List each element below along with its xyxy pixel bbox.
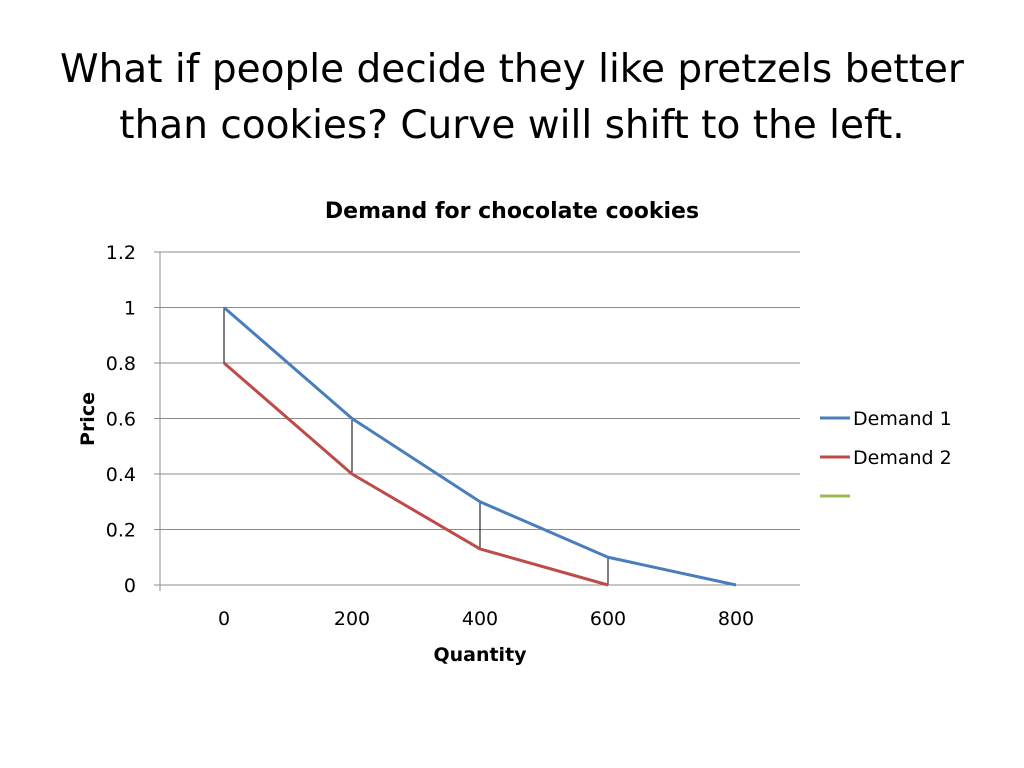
x-tick-labels: 0 200 400 600 800 xyxy=(218,608,754,630)
y-tick-label: 0 xyxy=(124,575,136,597)
y-tick-label: 1 xyxy=(124,298,136,320)
slide-title-line-2: than cookies? Curve will shift to the le… xyxy=(119,103,905,148)
x-axis-title: Quantity xyxy=(433,644,527,666)
x-tick-label: 0 xyxy=(218,608,230,630)
series-lines xyxy=(223,306,737,587)
legend: Demand 1 Demand 2 xyxy=(820,408,952,498)
x-tick-label: 400 xyxy=(462,608,498,630)
legend-label: Demand 2 xyxy=(853,447,952,469)
series-line-1 xyxy=(223,306,737,587)
legend-label: Demand 1 xyxy=(853,408,952,430)
y-tick-label: 0.6 xyxy=(106,409,136,431)
slide-title: What if people decide they like pretzels… xyxy=(40,42,984,154)
x-tick-label: 800 xyxy=(718,608,754,630)
series-line-2 xyxy=(223,361,609,587)
x-tick-label: 600 xyxy=(590,608,626,630)
shift-connector-lines xyxy=(223,307,609,585)
y-tick-label: 1.2 xyxy=(106,242,136,264)
y-axis-title: Price xyxy=(77,392,99,446)
chart-title: Demand for chocolate cookies xyxy=(325,199,699,224)
y-tick-label: 0.4 xyxy=(106,464,136,486)
y-tick-labels: 0 0.2 0.4 0.6 0.8 1 1.2 xyxy=(106,242,136,597)
y-tick-label: 0.8 xyxy=(106,353,136,375)
gridlines xyxy=(154,251,800,586)
y-tick-label: 0.2 xyxy=(106,520,136,542)
slide-title-line-1: What if people decide they like pretzels… xyxy=(60,47,964,92)
x-tick-label: 200 xyxy=(334,608,370,630)
